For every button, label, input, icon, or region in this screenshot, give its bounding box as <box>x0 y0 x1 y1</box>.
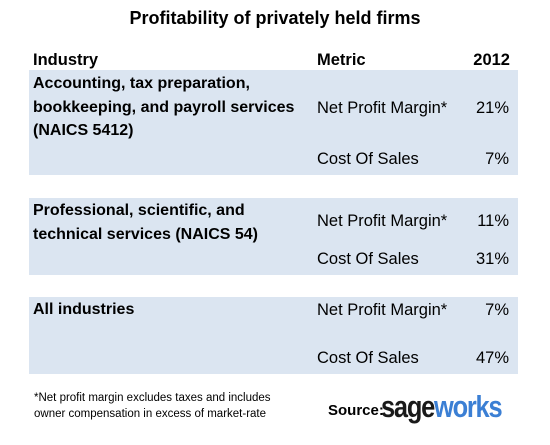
logo-text-works: works <box>434 389 503 424</box>
metric-name: Net Profit Margin* <box>317 212 448 230</box>
industry-name: All industries <box>33 301 135 318</box>
metric-name: Net Profit Margin* <box>317 99 448 117</box>
metric-name: Cost Of Sales <box>317 250 419 268</box>
column-header-industry: Industry <box>33 51 99 69</box>
column-header-metric: Metric <box>317 51 366 69</box>
metric-value: 7% <box>485 150 509 168</box>
metric-value: 47% <box>475 349 509 367</box>
sageworks-logo: sageworks <box>381 389 503 424</box>
logo-text-sage: sage <box>381 389 435 424</box>
table-row <box>29 70 518 175</box>
metric-name: Net Profit Margin* <box>317 301 448 319</box>
metric-name: Cost Of Sales <box>317 349 419 367</box>
column-header-year: 2012 <box>473 51 510 69</box>
industry-name: Accounting, tax preparation, bookkeeping… <box>33 75 295 139</box>
metric-value: 31% <box>475 250 509 268</box>
table-row <box>29 198 518 275</box>
metric-value: 21% <box>475 99 509 117</box>
industry-name: Professional, scientific, and technical … <box>33 202 258 243</box>
table-row <box>29 297 518 374</box>
metric-value: 7% <box>485 301 509 319</box>
footnote: *Net profit margin excludes taxes and in… <box>34 392 271 420</box>
metric-value: 11% <box>477 212 509 230</box>
source-label: Source: <box>328 402 384 419</box>
page-title: Profitability of privately held firms <box>129 8 421 28</box>
metric-name: Cost Of Sales <box>317 150 419 168</box>
